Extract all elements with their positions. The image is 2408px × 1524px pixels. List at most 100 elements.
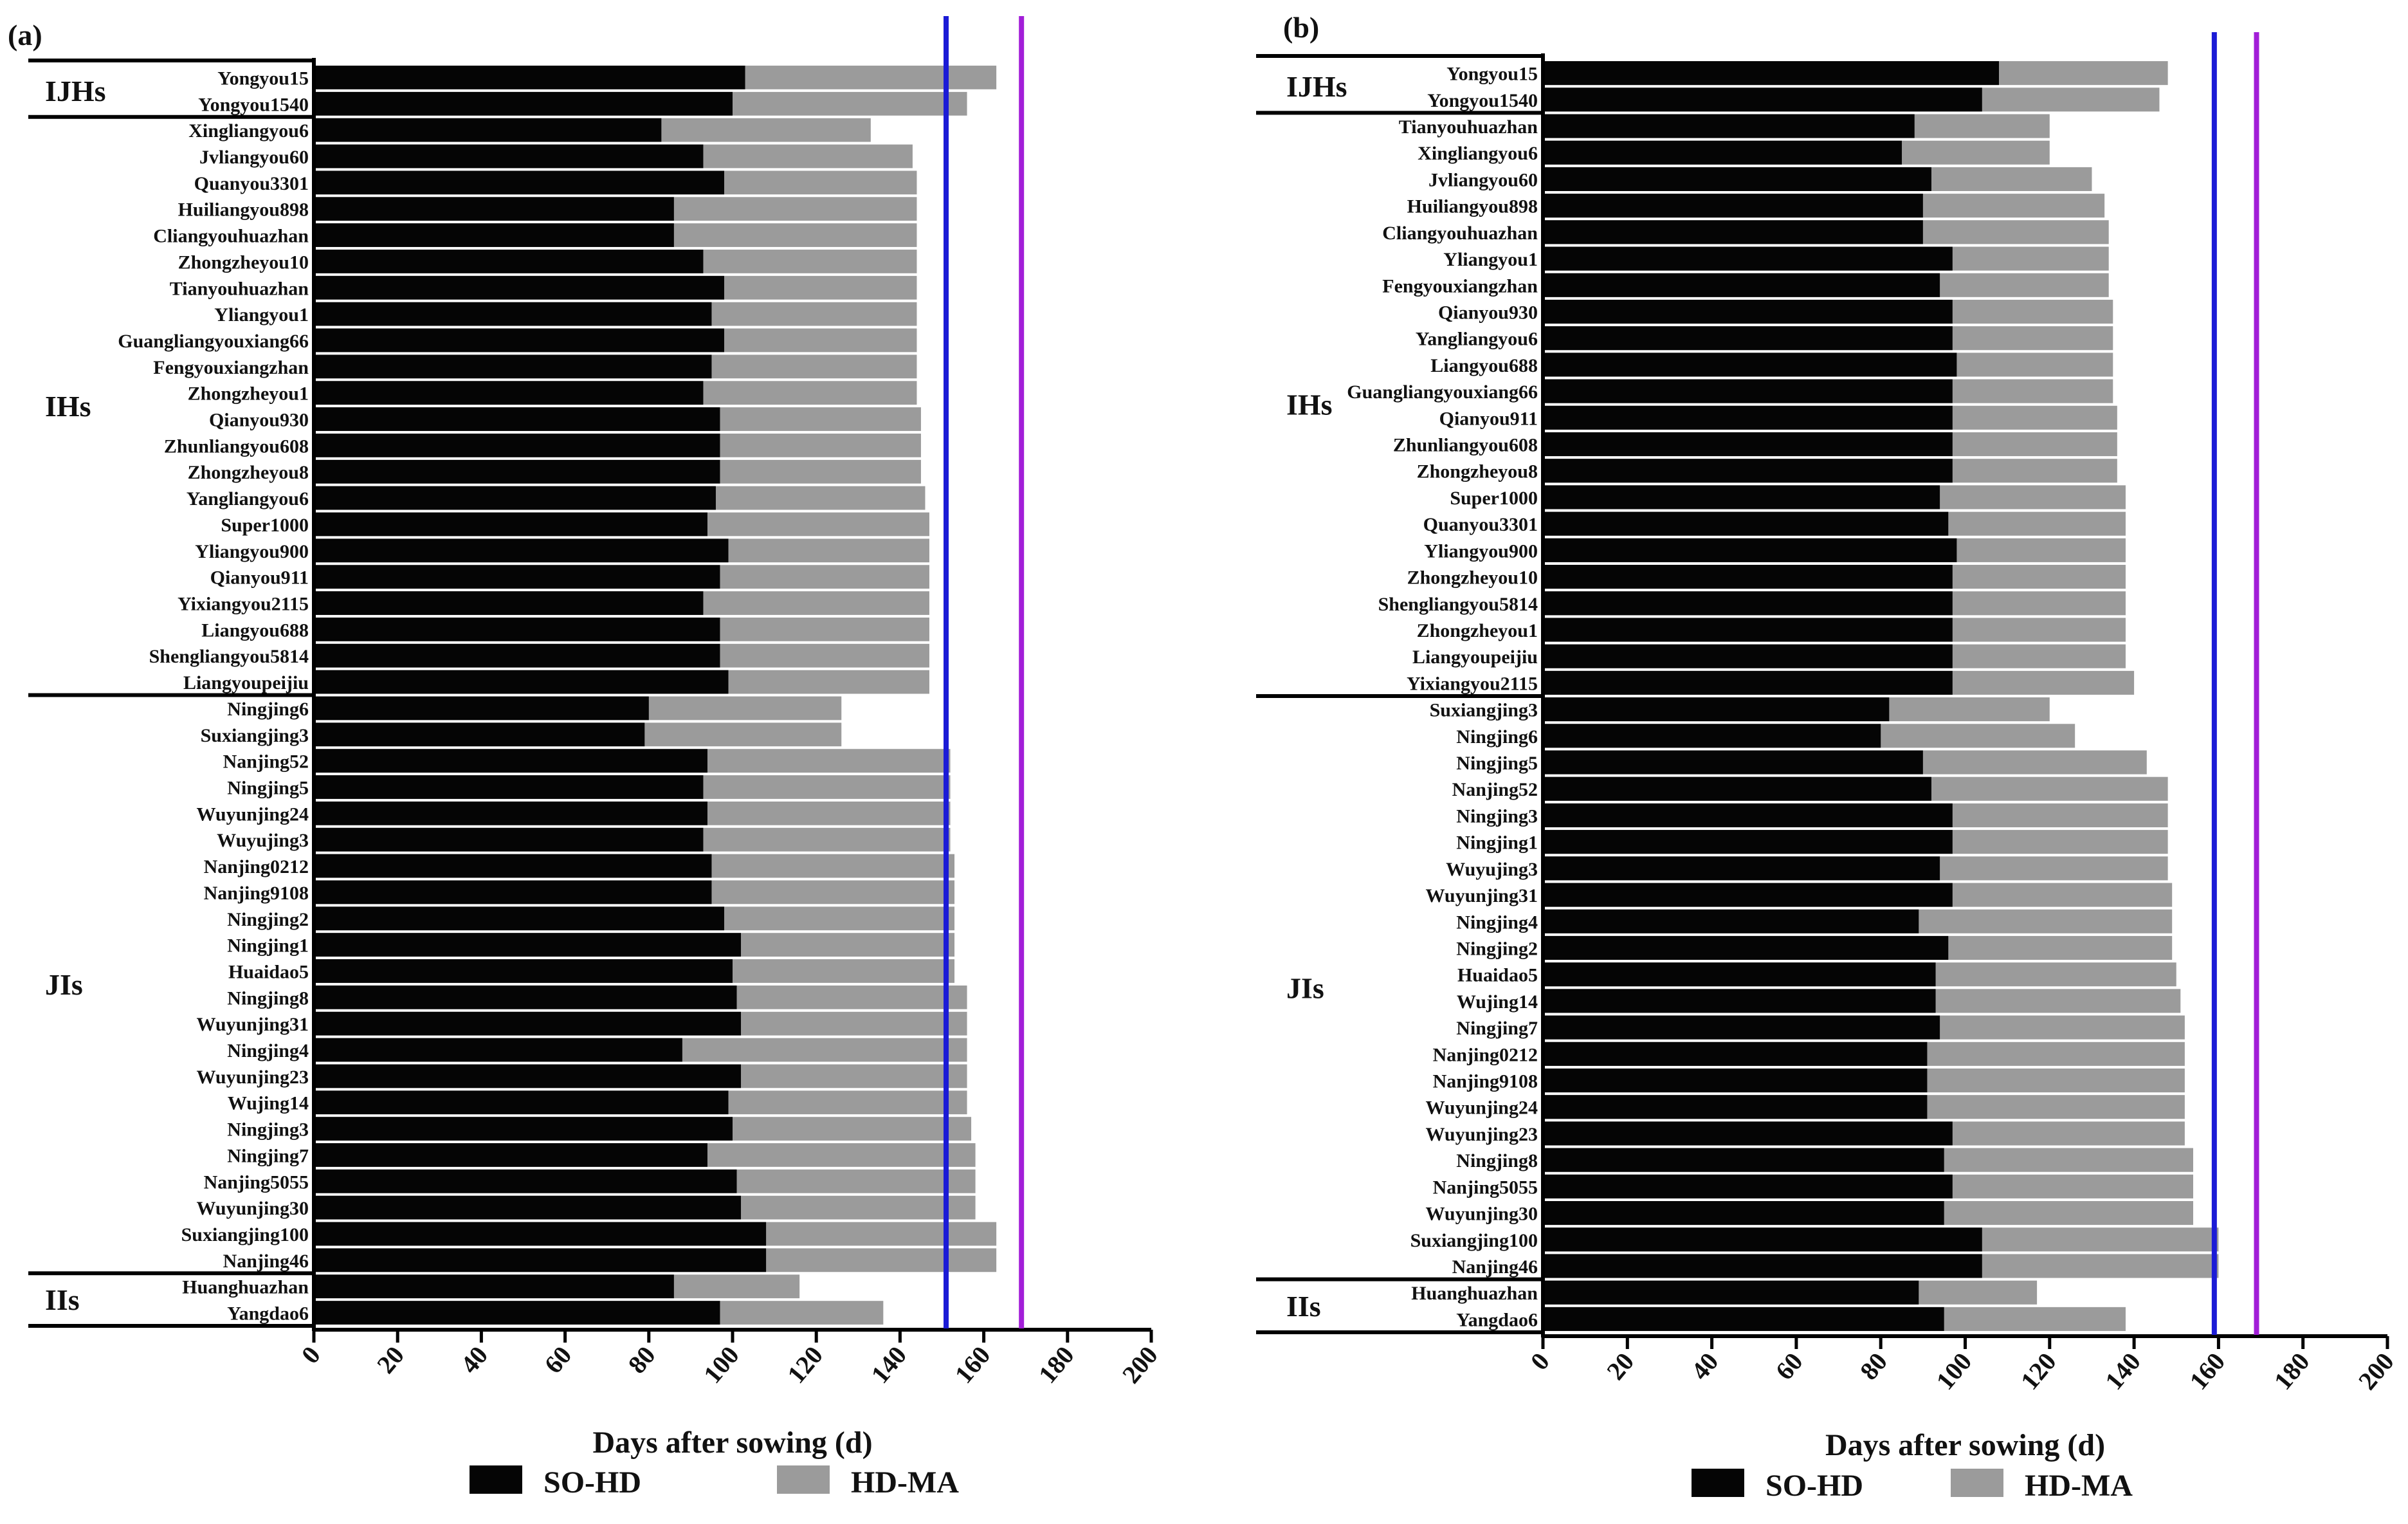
- category-label: Zhongzheyou8: [188, 462, 309, 483]
- x-axis-label: Days after sowing (d): [592, 1426, 872, 1460]
- category-label: Nanjing9108: [1433, 1071, 1538, 1092]
- bar-so-hd: [1543, 220, 1923, 244]
- bar-so-hd: [314, 144, 704, 169]
- bar-so-hd: [1543, 511, 1949, 536]
- group-label: IJHs: [1286, 70, 1347, 103]
- bar-so-hd: [314, 1248, 767, 1272]
- category-label: Yangdao6: [1456, 1309, 1538, 1330]
- category-label: Huaidao5: [1457, 965, 1538, 986]
- category-label: Liangyoupeijiu: [183, 672, 309, 693]
- category-label: Huaidao5: [228, 961, 309, 982]
- bar-so-hd: [314, 512, 707, 537]
- category-label: Cliangyouhuazhan: [153, 226, 309, 247]
- bar-so-hd: [1543, 776, 1931, 801]
- bar-so-hd: [314, 1090, 729, 1115]
- bar-so-hd: [1543, 830, 1953, 854]
- category-label: Yongyou1540: [198, 94, 309, 115]
- category-label: Ningjing2: [1456, 938, 1538, 959]
- category-label: Yangliangyou6: [1416, 329, 1538, 350]
- category-label: Zhongzheyou1: [1417, 620, 1538, 641]
- bar-so-hd: [1543, 459, 1953, 483]
- category-label: Huiliangyou898: [1407, 196, 1538, 217]
- bar-so-hd: [1543, 1174, 1953, 1198]
- group-separators: [1256, 54, 1543, 1334]
- bar-so-hd: [1543, 989, 1936, 1013]
- category-label: Wuyunjing23: [1425, 1124, 1538, 1145]
- bar-so-hd: [314, 91, 733, 116]
- bar-so-hd: [314, 1117, 733, 1141]
- category-label: Yliangyou900: [1424, 540, 1538, 562]
- category-label: Yixiangyou2115: [1407, 673, 1538, 694]
- bar-so-hd: [1543, 299, 1953, 324]
- legend: SO-HD HD-MA: [470, 1465, 959, 1500]
- category-label: Zhunliangyou608: [1393, 435, 1538, 456]
- category-label: Liangyoupeijiu: [1412, 647, 1538, 668]
- category-label: Nanjing46: [223, 1251, 309, 1272]
- category-label: Qianyou911: [1439, 408, 1538, 429]
- category-label: Yliangyou1: [1443, 249, 1538, 270]
- legend: SO-HD HD-MA: [1692, 1469, 2133, 1503]
- category-label: Wuyujing3: [217, 830, 309, 851]
- bar-so-hd: [314, 854, 712, 878]
- category-label: Ningjing6: [1456, 726, 1538, 748]
- category-label: Yliangyou900: [195, 541, 309, 562]
- bar-so-hd: [1543, 697, 1890, 722]
- category-label: Huanghuazhan: [182, 1277, 309, 1298]
- category-label: Nanjing46: [1452, 1256, 1538, 1278]
- category-label: Ningjing7: [227, 1145, 309, 1166]
- bar-so-hd: [314, 170, 724, 195]
- bar-so-hd: [1543, 670, 1953, 695]
- bar-so-hd: [314, 381, 704, 405]
- bar-so-hd: [1543, 405, 1953, 430]
- category-label: Super1000: [1450, 488, 1538, 509]
- category-labels: Yongyou15 Yongyou1540 Tianyouhuazhan Xingli…: [1347, 64, 1538, 1331]
- bar-so-hd: [1543, 379, 1953, 403]
- bar-so-hd: [1543, 485, 1940, 510]
- category-label: Qianyou911: [210, 567, 309, 589]
- bars: [314, 66, 997, 1325]
- category-label: Ningjing7: [1456, 1018, 1538, 1039]
- category-label: Suxiangjing3: [1430, 700, 1538, 721]
- bar-so-hd: [314, 775, 704, 799]
- legend-swatch: [470, 1465, 522, 1494]
- category-label: Ningjing1: [1456, 832, 1538, 854]
- category-label: Yangdao6: [227, 1303, 309, 1325]
- category-label: Yixiangyou2115: [178, 594, 309, 615]
- bar-so-hd: [314, 1195, 742, 1220]
- bar-so-hd: [1543, 194, 1923, 218]
- legend-label: SO-HD: [543, 1465, 641, 1500]
- bar-so-hd: [314, 985, 737, 1009]
- bar-so-hd: [1543, 962, 1936, 987]
- bar-so-hd: [1543, 353, 1957, 377]
- category-label: Ningjing8: [1456, 1150, 1538, 1171]
- category-label: Yongyou1540: [1427, 90, 1538, 111]
- category-label: Wuyunjing24: [196, 803, 309, 825]
- category-label: Qianyou930: [209, 410, 309, 431]
- category-label: Fengyouxiangzhan: [153, 357, 309, 378]
- category-labels: Yongyou15 Yongyou1540 Xingliangyou6 Jvliang…: [118, 68, 309, 1324]
- category-label: Super1000: [221, 515, 309, 536]
- category-label: Shengliangyou5814: [1378, 594, 1538, 615]
- category-label: Suxiangjing100: [181, 1224, 309, 1245]
- bar-so-hd: [314, 354, 712, 379]
- bar-so-hd: [1543, 750, 1923, 775]
- category-label: Quanyou3301: [1423, 514, 1538, 535]
- bar-so-hd: [314, 66, 745, 89]
- category-label: Ningjing2: [227, 909, 309, 930]
- category-label: Shengliangyou5814: [149, 646, 309, 667]
- bar-so-hd: [314, 1222, 767, 1246]
- category-label: Wujing14: [1457, 991, 1538, 1013]
- legend-label: HD-MA: [2025, 1469, 2133, 1503]
- bar-so-hd: [1543, 87, 1982, 112]
- category-label: Wuyunjing30: [1425, 1204, 1538, 1225]
- category-label: Ningjing6: [227, 699, 309, 720]
- legend-label: SO-HD: [1765, 1469, 1863, 1503]
- bar-so-hd: [314, 275, 724, 300]
- panel-b: (b) Yongyou15 Yongyou1540 Tianyouhuazhan Xin…: [1256, 11, 2400, 1503]
- category-label: Nanjing5055: [1433, 1177, 1538, 1198]
- bar-so-hd: [1543, 1068, 1928, 1093]
- category-label: Fengyouxiangzhan: [1382, 275, 1538, 297]
- category-label: Nanjing0212: [1433, 1044, 1538, 1065]
- panel-label: (b): [1283, 11, 1319, 44]
